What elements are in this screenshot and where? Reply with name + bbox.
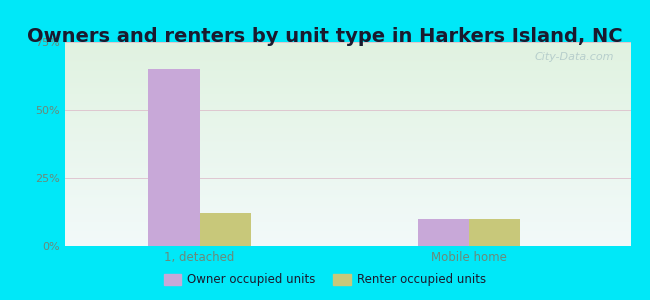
Bar xyxy=(469,219,520,246)
Bar xyxy=(200,213,251,246)
Legend: Owner occupied units, Renter occupied units: Owner occupied units, Renter occupied un… xyxy=(159,269,491,291)
Bar xyxy=(418,219,469,246)
Text: City-Data.com: City-Data.com xyxy=(534,52,614,62)
Bar xyxy=(148,69,200,246)
Text: Owners and renters by unit type in Harkers Island, NC: Owners and renters by unit type in Harke… xyxy=(27,27,623,46)
